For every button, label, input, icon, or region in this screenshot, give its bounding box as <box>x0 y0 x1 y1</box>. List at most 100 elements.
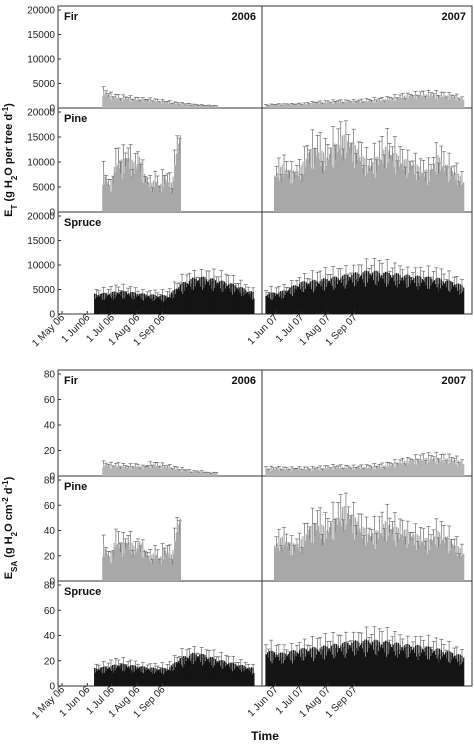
bar <box>344 657 346 686</box>
bar <box>292 183 294 212</box>
bar <box>179 284 182 314</box>
bar <box>311 468 314 476</box>
bar <box>450 96 452 108</box>
bar <box>448 458 450 476</box>
bar <box>378 642 381 686</box>
bar <box>390 99 392 108</box>
bar <box>403 529 405 581</box>
bar <box>199 471 201 476</box>
bar <box>419 545 421 581</box>
bar <box>430 460 432 476</box>
bar <box>183 290 186 314</box>
bar <box>411 95 413 108</box>
bar <box>412 649 414 686</box>
bar <box>327 283 329 314</box>
bar <box>461 285 463 314</box>
bar <box>145 178 147 212</box>
bar <box>329 280 331 314</box>
bar <box>266 654 268 686</box>
bar <box>379 159 381 212</box>
bar <box>350 279 352 314</box>
y-tick-label: 5000 <box>33 79 56 90</box>
bar <box>361 538 363 581</box>
bar <box>173 554 175 581</box>
bar <box>174 103 176 108</box>
bar <box>445 458 447 476</box>
bar <box>138 99 141 108</box>
bar <box>359 276 362 314</box>
bar <box>147 465 150 476</box>
bar <box>165 671 168 686</box>
bar <box>115 163 117 212</box>
bar <box>121 97 123 108</box>
bar <box>286 174 289 212</box>
bar <box>216 106 218 108</box>
bar <box>143 99 146 108</box>
bar <box>327 468 329 476</box>
bar <box>413 535 415 581</box>
bar <box>391 534 393 581</box>
bar <box>139 101 141 108</box>
bar <box>412 540 414 581</box>
bar <box>429 539 431 581</box>
bar <box>417 179 419 212</box>
bar <box>108 94 110 108</box>
bar <box>125 99 127 108</box>
bar <box>350 647 352 686</box>
bar <box>170 561 172 581</box>
bar <box>366 652 369 686</box>
bar <box>109 296 111 314</box>
bar <box>191 663 193 686</box>
bar <box>439 461 442 476</box>
bar <box>144 182 146 212</box>
bar <box>298 176 300 212</box>
bar <box>324 645 326 686</box>
bar <box>425 285 427 314</box>
bar <box>146 182 148 212</box>
bar <box>451 548 453 581</box>
bar <box>317 152 320 212</box>
bar <box>298 548 300 581</box>
bar <box>105 465 107 476</box>
bar <box>316 286 318 314</box>
bar <box>427 553 429 581</box>
bar <box>102 95 104 108</box>
bar <box>122 466 124 476</box>
y-tick-label: 15000 <box>27 133 55 144</box>
bar <box>189 472 191 476</box>
bar <box>307 535 309 581</box>
bar <box>118 666 120 686</box>
bar <box>371 100 374 108</box>
bar <box>405 274 407 314</box>
bar <box>205 284 207 314</box>
bar <box>169 102 171 108</box>
bar <box>359 157 361 212</box>
bar <box>292 650 295 686</box>
bar <box>138 667 141 686</box>
bar <box>460 293 462 314</box>
bar <box>346 653 348 686</box>
bar <box>119 465 121 476</box>
bar <box>209 106 211 108</box>
bar <box>292 105 294 108</box>
bar <box>386 521 388 581</box>
bar <box>266 105 268 108</box>
bar <box>289 468 291 476</box>
bar <box>273 105 275 108</box>
bar <box>372 280 375 314</box>
bar <box>347 513 349 581</box>
bar <box>353 515 355 581</box>
bar <box>178 660 180 686</box>
bar <box>359 528 361 581</box>
bar <box>188 281 190 314</box>
bar <box>219 666 222 686</box>
bar <box>436 464 438 476</box>
bar <box>237 289 239 314</box>
bar <box>457 546 460 581</box>
bar <box>112 468 115 476</box>
bar <box>195 471 197 476</box>
bar <box>332 644 334 686</box>
bar <box>201 472 204 476</box>
bar <box>407 643 409 686</box>
bar <box>399 159 401 212</box>
